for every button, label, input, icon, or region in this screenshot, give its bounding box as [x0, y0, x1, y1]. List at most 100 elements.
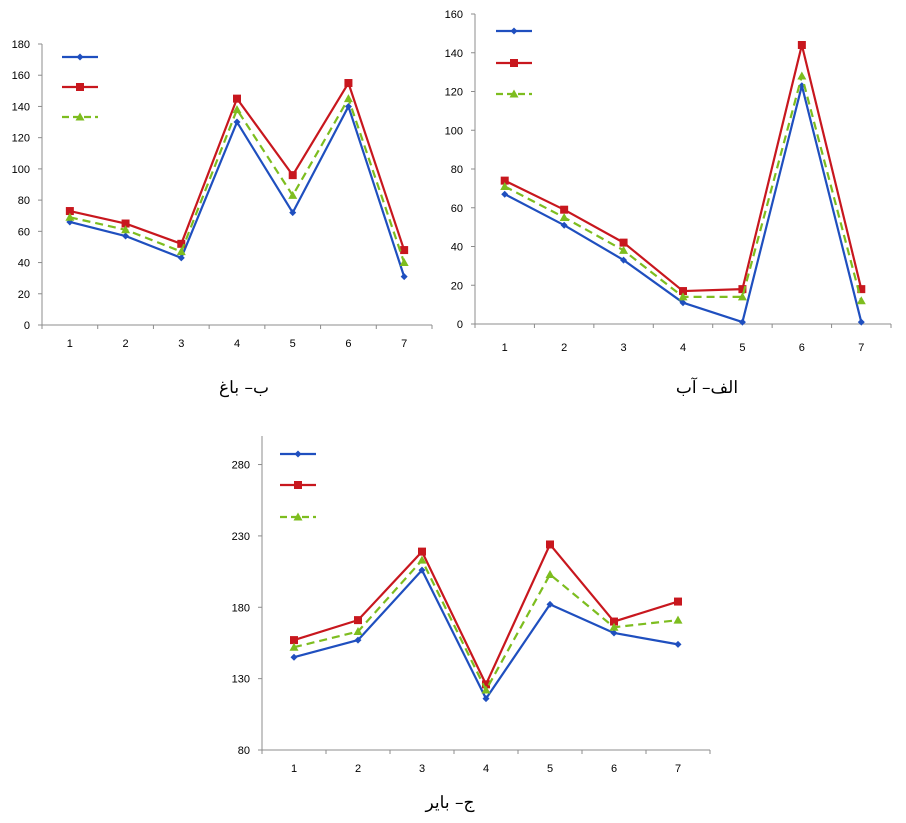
- series-1-point: [560, 221, 568, 229]
- legend-marker-3: [509, 89, 519, 98]
- x-tick-label: 3: [178, 338, 184, 350]
- x-tick-label: 4: [483, 763, 489, 775]
- series-1-point: [620, 256, 628, 264]
- x-tick-label: 6: [799, 342, 805, 354]
- series-1-point: [354, 636, 362, 644]
- y-tick-label: 280: [232, 460, 250, 472]
- series-2-point: [857, 285, 866, 294]
- x-tick-label: 3: [419, 763, 425, 775]
- y-tick-label: 40: [18, 258, 30, 270]
- series-3-point: [289, 642, 299, 651]
- y-tick-label: 160: [445, 9, 463, 21]
- series-2-point: [65, 207, 74, 216]
- x-tick-label: 5: [547, 763, 553, 775]
- y-tick-label: 80: [238, 745, 250, 757]
- series-3-point: [545, 569, 555, 578]
- series-3-line: [293, 559, 679, 692]
- y-tick-label: 20: [18, 289, 30, 301]
- x-tick-label: 2: [561, 342, 567, 354]
- series-1-point: [674, 640, 682, 648]
- series-1-point: [344, 102, 352, 110]
- series-2-point: [233, 94, 241, 103]
- series-2-point: [290, 636, 298, 645]
- y-tick-label: 230: [232, 531, 250, 543]
- series-3-point: [619, 245, 629, 254]
- caption-bayer: ج– بایر: [425, 793, 475, 813]
- y-tick-label: 130: [232, 674, 250, 686]
- series-1-point: [798, 82, 806, 90]
- series-3-point: [797, 71, 807, 80]
- y-tick-label: 20: [451, 280, 463, 292]
- series-3-point: [232, 105, 242, 114]
- series-3-point: [856, 296, 866, 305]
- x-tick-label: 7: [401, 338, 407, 350]
- chart-bayer: 80 130 180 230 280 1 2 3 4 5 6 7: [232, 436, 711, 775]
- series-2-point: [560, 205, 569, 214]
- x-tick-label: 2: [355, 763, 361, 775]
- legend-marker-2: [76, 83, 84, 91]
- series-1-line: [69, 105, 406, 277]
- series-3-point: [500, 181, 510, 190]
- y-tick-label: 160: [12, 70, 30, 82]
- series-3-point: [399, 258, 409, 267]
- series-2-point: [288, 171, 297, 180]
- series-2-point: [177, 239, 186, 248]
- series-2-point: [797, 41, 806, 49]
- legend-marker-2: [510, 59, 518, 67]
- y-tick-label: 80: [18, 195, 30, 207]
- series-2-point: [546, 540, 554, 549]
- series-2-line: [293, 543, 679, 686]
- y-tick-label: 180: [232, 602, 250, 614]
- x-tick-label: 2: [123, 338, 129, 350]
- series-1-point: [122, 232, 130, 240]
- series-2-point: [354, 616, 362, 625]
- series-3-point: [481, 685, 491, 694]
- series-2-point: [619, 238, 628, 247]
- series-2-line: [504, 43, 863, 293]
- chart-bagh: 0 20 40 60 80 100 120 140 160 180 1 2 3 4 5 6 7: [12, 39, 433, 350]
- legend-marker-3: [75, 112, 85, 121]
- x-tick-label: 3: [621, 342, 627, 354]
- series-3-point: [121, 225, 131, 234]
- series-2-point: [121, 219, 130, 228]
- series-3-point: [65, 212, 75, 221]
- series-2-point: [344, 79, 353, 88]
- series-3-point: [353, 627, 363, 636]
- series-1-point: [857, 318, 865, 326]
- y-tick-label: 120: [445, 87, 463, 99]
- y-tick-label: 60: [18, 226, 30, 238]
- x-tick-label: 5: [739, 342, 745, 354]
- chart-ab: 0 20 40 60 80 100 120 140 160 1 2 3 4 5 6 7: [445, 9, 892, 354]
- x-tick-label: 7: [858, 342, 864, 354]
- x-tick-label: 4: [680, 342, 686, 354]
- series-1-point: [610, 629, 618, 637]
- y-tick-label: 100: [445, 125, 463, 137]
- series-2-point: [482, 680, 490, 689]
- series-1-point: [546, 600, 554, 608]
- series-3-point: [559, 212, 569, 221]
- y-tick-label: 140: [445, 48, 463, 60]
- legend-marker-1: [294, 450, 302, 458]
- series-3-point: [176, 247, 186, 256]
- y-tick-label: 120: [12, 133, 30, 145]
- series-3-point: [678, 292, 688, 301]
- series-1-point: [679, 299, 687, 307]
- series-3-point: [609, 622, 619, 631]
- series-2-point: [674, 597, 682, 606]
- legend-marker-2: [294, 481, 302, 489]
- x-tick-label: 7: [675, 763, 681, 775]
- series-1-point: [290, 653, 298, 661]
- legend-marker-1: [510, 27, 518, 35]
- caption-bagh: ب– باغ: [219, 378, 269, 398]
- y-tick-label: 0: [457, 319, 463, 331]
- series-2-point: [679, 287, 687, 296]
- series-2-point: [400, 246, 409, 255]
- x-tick-label: 1: [502, 342, 508, 354]
- series-1-point: [289, 209, 297, 217]
- series-1-line: [293, 569, 679, 700]
- y-tick-label: 0: [24, 320, 30, 332]
- x-tick-label: 1: [291, 763, 297, 775]
- legend-marker-3: [293, 512, 303, 521]
- y-tick-label: 80: [451, 164, 463, 176]
- series-2-point: [610, 617, 618, 626]
